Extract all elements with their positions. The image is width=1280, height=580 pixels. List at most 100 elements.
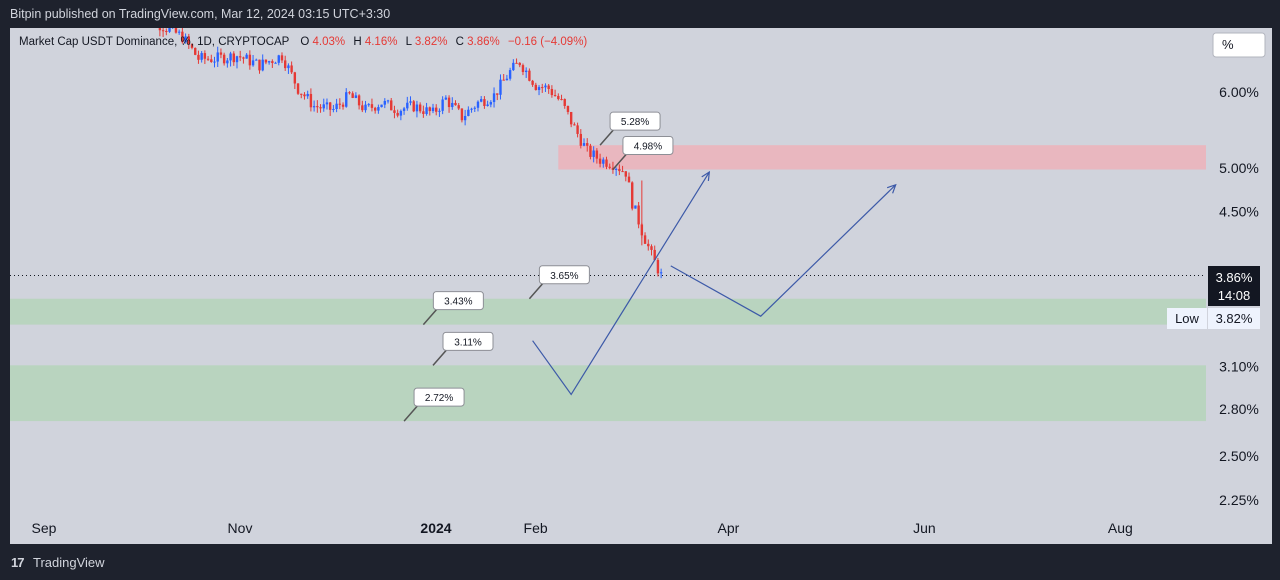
candle-body xyxy=(415,104,419,112)
callout-label: 5.28% xyxy=(621,117,649,128)
candle-body xyxy=(634,205,637,209)
legend-h-label: H xyxy=(353,36,361,48)
candle-body xyxy=(512,62,515,71)
candle-body xyxy=(489,102,493,105)
callout-pointer xyxy=(403,404,419,422)
candle-body xyxy=(627,176,631,183)
candle-body xyxy=(287,65,290,69)
candle-body xyxy=(624,171,627,177)
candle-body xyxy=(631,182,634,209)
candle-body xyxy=(322,104,325,109)
candle-body xyxy=(586,143,589,146)
candle-body xyxy=(277,55,280,63)
candle-body xyxy=(524,70,528,73)
candle-body xyxy=(608,166,611,168)
legend-l-label: L xyxy=(406,36,413,48)
candle-body xyxy=(544,85,547,88)
candle-body xyxy=(454,102,457,106)
callout-label: 3.43% xyxy=(444,297,472,308)
candle-body xyxy=(264,59,268,63)
support-zone-1 xyxy=(10,298,1206,325)
candle-body xyxy=(396,112,399,116)
projection-arrowhead-1 xyxy=(886,183,897,194)
candle-body xyxy=(216,52,219,62)
candle-body xyxy=(569,111,573,125)
candle-body xyxy=(579,133,583,146)
legend-change: −0.16 (−4.09%) xyxy=(508,36,587,48)
price-callout[interactable]: 5.28% xyxy=(599,111,661,146)
x-tick-label: Sep xyxy=(32,520,57,536)
candle-body xyxy=(470,108,473,110)
y-tick-label: 2.25% xyxy=(1219,492,1259,508)
candle-body xyxy=(479,99,483,102)
projection-path-0[interactable] xyxy=(532,171,710,396)
y-tick-label: 5.00% xyxy=(1219,160,1259,176)
candle-body xyxy=(637,205,640,225)
price-chart[interactable]: 5.28% 4.98% 3.65% 3.43% 3.11% 2.72% 6.00% 5.00… xyxy=(10,28,1272,544)
candle-body xyxy=(518,62,521,66)
candle-body xyxy=(316,106,319,108)
legend-symbol: Market Cap USDT Dominance, %, 1D, CRYPTO… xyxy=(19,36,290,48)
y-tick-label: 6.00% xyxy=(1219,84,1259,100)
tradingview-brand[interactable]: TradingView xyxy=(33,555,105,570)
candle-body xyxy=(457,105,460,109)
last-price-tag: 3.86% 14:08 xyxy=(1208,266,1260,306)
candle-body xyxy=(197,54,200,60)
candle-body xyxy=(573,124,576,126)
candle-body xyxy=(235,56,239,63)
candle-body xyxy=(409,101,412,103)
publish-header: Bitpin published on TradingView.com, Mar… xyxy=(0,0,1280,28)
candle-body xyxy=(576,125,579,134)
scale-button[interactable]: % xyxy=(1212,32,1266,58)
candle-body xyxy=(319,107,322,109)
callout-box xyxy=(622,136,674,156)
candle-body xyxy=(547,85,550,89)
candle-body xyxy=(467,109,470,116)
candle-body xyxy=(271,61,274,63)
x-tick-label: 2024 xyxy=(420,520,451,536)
candle-body xyxy=(647,243,650,247)
legend-h-value: 4.16% xyxy=(365,36,398,48)
price-callout[interactable]: 3.43% xyxy=(422,291,484,326)
candle-body xyxy=(521,65,525,73)
chart-area[interactable]: 5.28% 4.98% 3.65% 3.43% 3.11% 2.72% 6.00% 5.00… xyxy=(10,28,1272,544)
projection-path-1[interactable] xyxy=(670,184,897,317)
candle-body xyxy=(399,110,403,116)
candle-body xyxy=(383,100,387,105)
candle-body xyxy=(242,57,245,59)
candle-body xyxy=(563,99,566,106)
candle-body xyxy=(219,52,223,55)
price-callout[interactable]: 2.72% xyxy=(403,387,465,422)
candle-body xyxy=(248,54,252,66)
candle-body xyxy=(335,103,338,110)
candle-body xyxy=(438,110,441,112)
candle-body xyxy=(190,44,194,48)
candle-body xyxy=(364,104,367,111)
candle-body xyxy=(656,259,660,274)
candle-body xyxy=(239,56,242,58)
candle-body xyxy=(412,101,415,112)
candle-body xyxy=(309,93,313,108)
candle-body xyxy=(300,93,303,95)
candle-body xyxy=(515,62,518,64)
legend-c-value: 3.86% xyxy=(467,36,500,48)
candle-body xyxy=(618,168,621,172)
price-callout[interactable]: 3.11% xyxy=(432,331,494,366)
candle-body xyxy=(643,235,647,244)
candle-body xyxy=(425,107,428,114)
price-callout[interactable]: 3.65% xyxy=(528,265,590,300)
candle-body xyxy=(589,145,592,157)
callout-pointer xyxy=(422,308,438,326)
candle-body xyxy=(345,92,348,107)
tradingview-logo-icon[interactable]: 17 xyxy=(11,555,25,570)
candle-body xyxy=(341,104,345,107)
candle-body xyxy=(274,62,277,64)
candle-body xyxy=(261,59,264,71)
low-price: 3.82% xyxy=(1216,311,1253,326)
candle-body xyxy=(531,80,534,85)
candle-body xyxy=(505,78,509,81)
price-callout[interactable]: 4.98% xyxy=(612,136,674,171)
candle-body xyxy=(541,87,544,89)
candle-body xyxy=(451,102,454,108)
legend-text: Market Cap USDT Dominance, %, 1D, CRYPTO… xyxy=(19,36,587,48)
